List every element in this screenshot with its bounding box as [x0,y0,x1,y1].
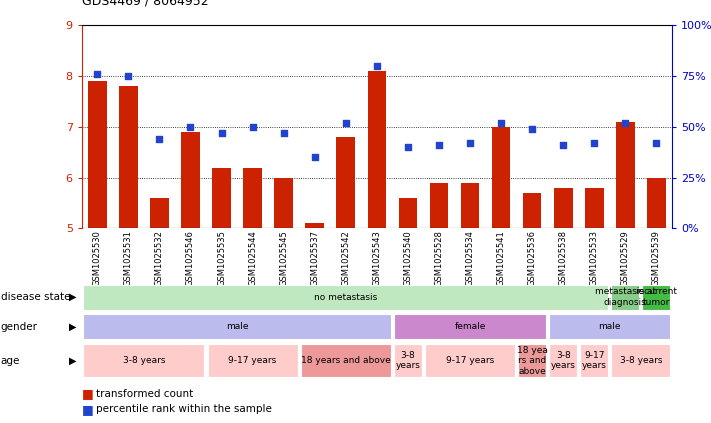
Point [371,63,383,69]
Point [92,71,103,77]
Bar [83,344,205,377]
Point [247,124,258,130]
Bar [425,344,515,377]
Bar [212,168,231,228]
Bar [549,344,577,377]
Text: disease state: disease state [1,292,70,302]
Point [216,129,228,136]
Text: female: female [454,322,486,331]
Text: 3-8
years: 3-8 years [395,351,420,370]
Bar [181,132,200,228]
Point [589,140,600,146]
Bar [150,198,169,228]
Text: percentile rank within the sample: percentile rank within the sample [96,404,272,414]
Bar [243,168,262,228]
Point [526,126,538,132]
Point [557,142,569,148]
Text: no metastasis: no metastasis [314,293,378,302]
Point [433,142,444,148]
Bar [394,314,546,339]
Bar [492,127,510,228]
Text: ▶: ▶ [69,356,77,365]
Point [496,119,507,126]
Bar [461,183,479,228]
Text: 3-8 years: 3-8 years [619,356,662,365]
Text: ▶: ▶ [69,292,77,302]
Text: 3-8 years: 3-8 years [122,356,165,365]
Text: age: age [1,356,20,365]
Bar [585,188,604,228]
Bar [306,223,324,228]
Bar [368,71,386,228]
Point [278,129,289,136]
Point [651,140,662,146]
Point [340,119,351,126]
Text: ■: ■ [82,387,94,401]
Bar [83,314,391,339]
Text: GDS4469 / 8064952: GDS4469 / 8064952 [82,0,208,8]
Text: 9-17
years: 9-17 years [582,351,606,370]
Bar [336,137,355,228]
Text: metastasis at
diagnosis: metastasis at diagnosis [594,288,656,307]
Bar [518,344,546,377]
Bar [523,193,542,228]
Bar [208,344,298,377]
Point [154,136,165,143]
Text: 18 years and above: 18 years and above [301,356,390,365]
Point [123,73,134,80]
Text: recurrent
tumor: recurrent tumor [636,288,678,307]
Bar [301,344,391,377]
Bar [611,285,639,310]
Bar [394,344,422,377]
Point [402,144,414,151]
Bar [647,178,665,228]
Text: 9-17 years: 9-17 years [446,356,494,365]
Point [309,154,321,161]
Point [464,140,476,146]
Text: gender: gender [1,322,38,332]
Point [619,119,631,126]
Bar [580,344,608,377]
Text: male: male [599,322,621,331]
Text: 9-17 years: 9-17 years [228,356,277,365]
Text: male: male [226,322,248,331]
Text: 18 yea
rs and
above: 18 yea rs and above [517,346,547,376]
Bar [554,188,572,228]
Bar [83,285,608,310]
Bar [119,86,138,228]
Bar [399,198,417,228]
Bar [88,81,107,228]
Bar [274,178,293,228]
Bar [549,314,670,339]
Bar [611,344,670,377]
Point [185,124,196,130]
Bar [429,183,448,228]
Text: 3-8
years: 3-8 years [551,351,576,370]
Text: ■: ■ [82,403,94,416]
Text: transformed count: transformed count [96,389,193,399]
Bar [642,285,670,310]
Bar [616,122,635,228]
Text: ▶: ▶ [69,322,77,332]
